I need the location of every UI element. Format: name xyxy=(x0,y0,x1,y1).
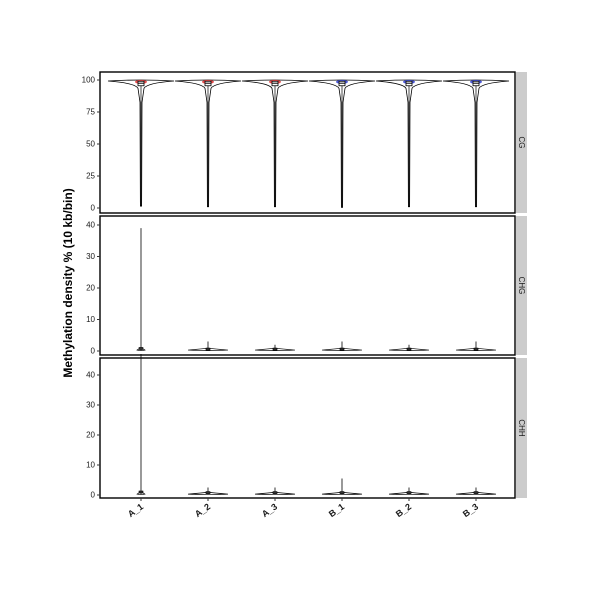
box xyxy=(205,491,211,494)
panel-border xyxy=(99,357,516,499)
facet-panels: CG 0 25 50 75 100 CHG 0 10 20 30 40 CHH 0 10 20 30 40 xyxy=(82,71,527,500)
violin-A_2 xyxy=(187,341,229,352)
facet-strip xyxy=(516,216,527,355)
x-tick-label: B_1 xyxy=(327,501,346,519)
facet-strip-label: CHG xyxy=(517,277,526,295)
y-tick-label: 0 xyxy=(91,204,96,213)
box xyxy=(138,490,144,494)
y-tick-label: 25 xyxy=(86,172,95,181)
box xyxy=(272,347,278,351)
panel-border xyxy=(99,215,516,356)
box xyxy=(339,491,345,494)
violin-A_3 xyxy=(241,79,309,208)
violin-B_1 xyxy=(308,79,376,208)
violin-A_3 xyxy=(254,344,296,352)
violin-A_3 xyxy=(254,487,296,496)
y-tick-label: 30 xyxy=(86,401,95,410)
box xyxy=(205,347,211,351)
violin-B_3 xyxy=(442,79,510,208)
violin-A_1 xyxy=(107,79,175,207)
violin-B_2 xyxy=(388,487,430,496)
x-tick-label: A_2 xyxy=(193,501,212,519)
y-tick-label: 40 xyxy=(86,221,95,230)
violin-B_1 xyxy=(321,341,363,352)
x-tick-label: B_2 xyxy=(394,501,413,519)
y-tick-label: 100 xyxy=(82,76,96,85)
y-tick-label: 20 xyxy=(86,284,95,293)
violin-B_2 xyxy=(375,79,443,208)
violin-B_1 xyxy=(321,478,363,496)
box xyxy=(473,491,479,494)
facet-strip xyxy=(516,72,527,213)
facet-strip-label: CHH xyxy=(517,419,526,437)
violin-A_2 xyxy=(174,79,242,208)
violin-B_3 xyxy=(455,341,497,352)
box xyxy=(406,491,412,494)
panel-border xyxy=(99,71,516,214)
facet-strip-label: CG xyxy=(517,137,526,149)
y-tick-label: 0 xyxy=(91,491,96,500)
y-tick-label: 50 xyxy=(86,140,95,149)
y-tick-label: 30 xyxy=(86,252,95,261)
x-tick-label: A_3 xyxy=(260,501,279,519)
y-axis-title: Methylation density % (10 kb/bin) xyxy=(61,188,75,377)
violin-B_2 xyxy=(388,344,430,352)
box xyxy=(272,491,278,494)
facet-panel-cg: CG 0 25 50 75 100 xyxy=(82,71,527,214)
violin-B_3 xyxy=(455,487,497,496)
x-tick-label: B_3 xyxy=(461,501,480,519)
box xyxy=(406,347,412,351)
y-tick-label: 40 xyxy=(86,371,95,380)
box xyxy=(339,347,345,351)
box xyxy=(138,347,144,350)
facet-strip xyxy=(516,358,527,498)
violin-A_2 xyxy=(187,487,229,496)
facet-panel-chh: CHH 0 10 20 30 40 xyxy=(86,354,527,500)
box xyxy=(473,347,479,351)
violin-A_1 xyxy=(136,354,146,496)
y-tick-label: 10 xyxy=(86,461,95,470)
y-tick-label: 0 xyxy=(91,347,96,356)
facet-panel-chg: CHG 0 10 20 30 40 xyxy=(86,215,527,356)
x-axis: A_1 A_2 A_3 B_1 B_2 B_3 xyxy=(126,498,480,519)
violin-A_1 xyxy=(136,228,146,352)
y-tick-label: 20 xyxy=(86,431,95,440)
y-tick-label: 10 xyxy=(86,315,95,324)
y-tick-label: 75 xyxy=(86,108,95,117)
x-tick-label: A_1 xyxy=(126,501,145,519)
